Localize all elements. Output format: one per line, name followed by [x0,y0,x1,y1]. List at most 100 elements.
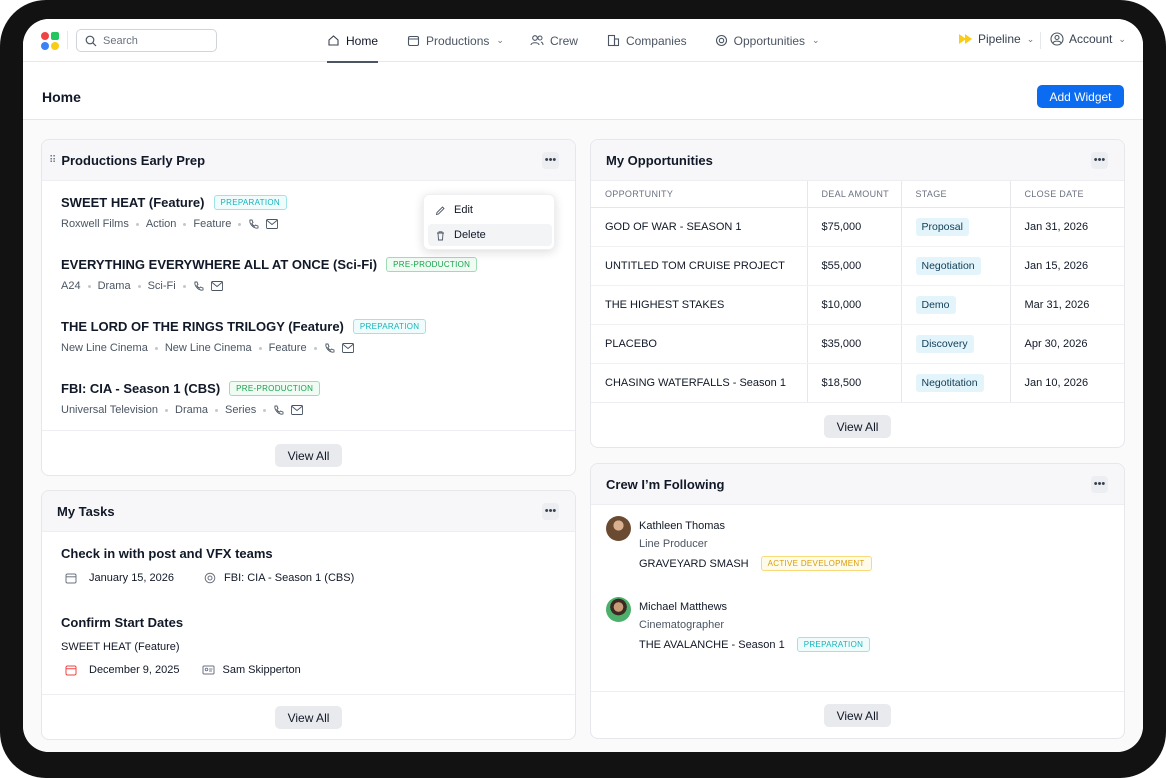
nav-companies[interactable]: Companies [607,19,687,62]
opportunity-name[interactable]: GOD OF WAR - SEASON 1 [591,207,807,247]
phone-icon[interactable] [193,281,204,292]
nav-crew[interactable]: Crew [530,19,578,62]
building-icon [607,34,620,47]
production-title[interactable]: EVERYTHING EVERYWHERE ALL AT ONCE (Sci-F… [61,256,378,272]
stage-cell: Negotitation [900,363,1010,403]
close-date: Jan 15, 2026 [1009,246,1124,286]
target-icon [204,572,216,584]
account-menu[interactable]: Account ⌄ [1050,32,1126,46]
add-widget-button[interactable]: Add Widget [1037,85,1124,108]
table-row[interactable]: PLACEBO $35,000 Discovery Apr 30, 2026 [591,324,1124,364]
table-row[interactable]: CHASING WATERFALLS - Season 1 $18,500 Ne… [591,363,1124,403]
production-company: Roxwell Films [61,218,129,230]
task-title[interactable]: Check in with post and VFX teams [61,546,273,561]
account-label: Account [1069,32,1113,46]
nav-opportunities[interactable]: Opportunities ⌄ [715,19,820,62]
task-assignee[interactable]: Sam Skipperton [222,664,301,676]
production-title[interactable]: FBI: CIA - Season 1 (CBS) [61,380,221,396]
nav-productions[interactable]: Productions ⌄ [407,19,504,62]
column-header[interactable]: STAGE [900,181,1010,208]
tasks-widget-header: My Tasks ••• [42,491,575,532]
column-header[interactable]: OPPORTUNITY [591,181,807,208]
deal-amount: $10,000 [806,285,901,325]
search-icon [85,35,97,46]
production-company: Universal Television [61,404,159,416]
crew-widget-title: Crew I’m Following [606,476,725,492]
opportunity-name[interactable]: PLACEBO [591,324,807,364]
mail-icon[interactable] [266,219,279,229]
task-linked-production[interactable]: FBI: CIA - Season 1 (CBS) [224,572,355,584]
more-options-button[interactable]: ••• [542,152,559,169]
production-company: New Line Cinema [61,342,148,354]
calendar-icon [407,35,420,47]
mail-icon[interactable] [341,343,354,353]
crew-name[interactable]: Michael Matthews [639,601,728,613]
page-title: Home [42,89,81,105]
status-badge: PREPARATION [352,318,427,334]
stage-cell: Negotiation [900,246,1010,286]
nav-home[interactable]: Home [327,19,379,63]
close-date: Jan 10, 2026 [1009,363,1124,403]
close-date: Jan 31, 2026 [1009,207,1124,247]
production-item[interactable]: FBI: CIA - Season 1 (CBS) PRE-PRODUCTION… [61,379,321,417]
close-date: Mar 31, 2026 [1009,285,1124,325]
menu-item-delete[interactable]: Delete [428,224,552,246]
crew-project-title[interactable]: GRAVEYARD SMASH [639,557,749,570]
productions-widget-header: ⠿ Productions Early Prep ••• [42,140,575,181]
search-input[interactable]: Search [76,29,217,52]
task-meta: December 9, 2025 Sam Skipperton [65,664,301,676]
avatar[interactable] [606,516,631,541]
tasks-footer [42,694,575,695]
phone-icon[interactable] [248,219,259,230]
table-row[interactable]: GOD OF WAR - SEASON 1 $75,000 Proposal J… [591,207,1124,247]
crew-name[interactable]: Kathleen Thomas [639,520,726,532]
opportunities-view-all-button[interactable]: View All [824,415,891,438]
opportunity-name[interactable]: UNTITLED TOM CRUISE PROJECT [591,246,807,286]
logo-divider [67,31,68,49]
avatar[interactable] [606,597,631,622]
crew-project-title[interactable]: THE AVALANCHE - Season 1 [639,638,785,651]
table-row[interactable]: UNTITLED TOM CRUISE PROJECT $55,000 Nego… [591,246,1124,286]
crew-footer [591,691,1124,692]
nav-crew-label: Crew [549,33,578,48]
table-row[interactable]: THE HIGHEST STAKES $10,000 Demo Mar 31, … [591,285,1124,325]
mail-icon[interactable] [291,405,304,415]
nav-tabs: Home Productions ⌄ Crew Companies Opport… [327,19,820,63]
crew-view-all-button[interactable]: View All [824,704,891,727]
stage-cell: Demo [900,285,1010,325]
opportunity-name[interactable]: THE HIGHEST STAKES [591,285,807,325]
phone-icon[interactable] [324,343,335,354]
more-options-button[interactable]: ••• [1091,152,1108,169]
production-genre: Action [145,218,177,230]
production-item[interactable]: EVERYTHING EVERYWHERE ALL AT ONCE (Sci-F… [61,255,478,293]
crew-project: THE AVALANCHE - Season 1 PREPARATION [639,637,871,652]
production-title[interactable]: SWEET HEAT (Feature) [61,194,205,210]
more-options-button[interactable]: ••• [542,503,559,520]
production-title[interactable]: THE LORD OF THE RINGS TRILOGY (Feature) [61,318,344,334]
status-badge: PREPARATION [213,194,287,210]
column-header[interactable]: DEAL AMOUNT [806,181,901,208]
productions-view-all-button[interactable]: View All [275,444,342,467]
stage-badge: Proposal [915,217,969,236]
opportunity-name[interactable]: CHASING WATERFALLS - Season 1 [591,363,807,403]
drag-handle-icon[interactable]: ⠿ [49,154,56,166]
pipeline-menu[interactable]: Pipeline ⌄ [959,32,1034,46]
app-logo[interactable] [41,32,59,50]
target-icon [715,34,727,47]
production-item[interactable]: SWEET HEAT (Feature) PREPARATION Roxwell… [61,193,287,231]
crew-role: Cinematographer [639,619,724,631]
menu-item-edit[interactable]: Edit [428,199,552,221]
more-options-button[interactable]: ••• [1091,476,1108,493]
opportunities-footer [591,402,1124,403]
column-header[interactable]: CLOSE DATE [1009,181,1124,208]
mail-icon[interactable] [210,281,223,291]
tasks-view-all-button[interactable]: View All [275,706,342,729]
phone-icon[interactable] [273,405,284,416]
calendar-icon [65,573,77,584]
page-header: Home Add Widget [23,62,1143,120]
production-type: Feature [193,218,232,230]
task-title[interactable]: Confirm Start Dates [61,615,184,630]
task-date: December 9, 2025 [89,664,180,676]
crew-widget-header: Crew I’m Following ••• [591,464,1124,505]
production-item[interactable]: THE LORD OF THE RINGS TRILOGY (Feature) … [61,317,427,355]
